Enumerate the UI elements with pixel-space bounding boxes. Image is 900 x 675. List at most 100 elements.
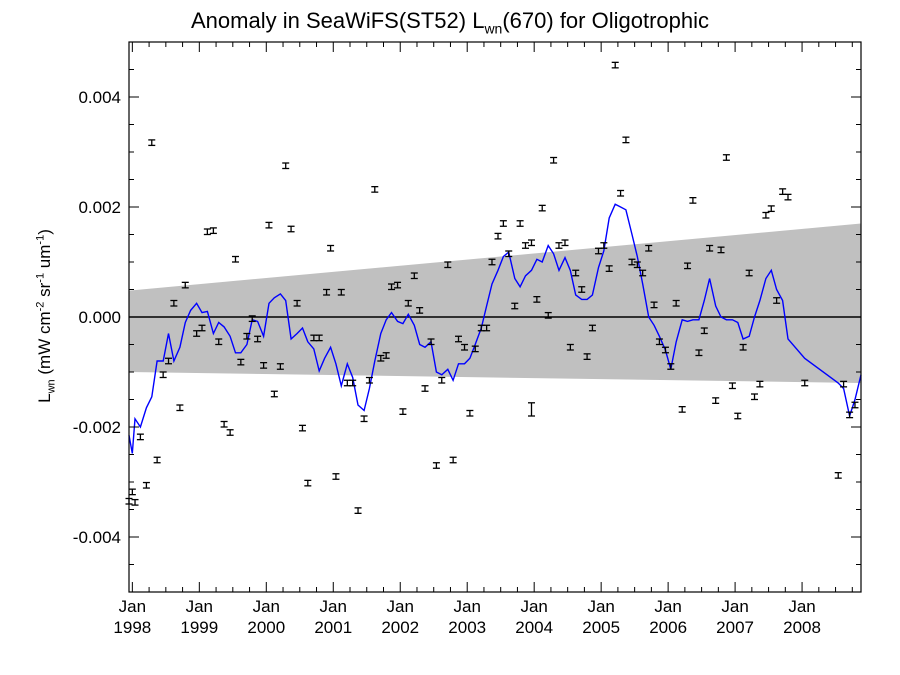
data-point [427,338,435,346]
x-tick-year: 2007 [716,618,754,637]
data-point [203,228,211,236]
data-point [684,262,692,270]
data-point [432,462,440,469]
data-point [421,385,429,392]
data-point [136,433,144,441]
data-point [181,281,189,289]
data-point [404,299,412,307]
data-point [561,239,569,247]
data-point [323,288,331,296]
data-point [488,258,496,266]
y-tick-label: 0.004 [78,88,121,107]
data-point [410,272,418,280]
x-tick-month: Jan [119,597,146,616]
data-point [337,288,345,296]
data-point [555,242,563,249]
data-point [153,456,161,464]
x-tick-month: Jan [320,597,347,616]
data-point [394,281,402,289]
data-point [538,204,546,212]
data-point [578,286,586,293]
data-point [527,239,535,247]
data-point [672,299,680,307]
x-tick-month: Jan [186,597,213,616]
data-point [198,324,206,332]
data-point [215,338,223,346]
x-tick-year: 2008 [783,618,821,637]
x-tick-year: 1998 [113,618,151,637]
data-point [521,242,529,249]
data-point [550,156,558,164]
data-point [343,379,351,387]
data-point [461,343,469,351]
data-point [633,261,641,269]
x-tick-year: 2003 [448,618,486,637]
data-point [499,220,507,227]
data-point [728,382,736,390]
data-point [209,227,217,235]
data-point [712,397,720,405]
x-tick-year: 1999 [180,618,218,637]
data-point [762,211,770,219]
data-point [304,479,312,487]
data-point [360,415,368,423]
data-point [265,221,273,229]
data-point [388,283,396,291]
x-tick-month: Jan [788,597,815,616]
data-point [572,269,580,277]
y-tick-label: -0.004 [73,528,121,547]
data-point [722,154,730,161]
data-point [511,302,519,310]
data-point [287,225,295,233]
data-point [645,244,653,252]
data-point [617,189,625,197]
data-point [661,346,669,354]
data-point [165,357,173,365]
x-tick-month: Jan [387,597,414,616]
data-point [834,471,842,479]
data-point [382,352,390,359]
data-point [611,61,619,69]
data-point [583,353,591,361]
data-point [622,136,630,144]
data-point [784,193,792,201]
data-point [131,498,139,506]
data-point [689,196,697,204]
x-tick-month: Jan [721,597,748,616]
data-point [293,299,301,307]
data-point [315,334,323,342]
data-point [276,363,284,370]
data-point [588,324,596,332]
data-point [176,404,184,412]
data-point [260,361,268,369]
data-point [128,488,136,496]
data-point [438,376,446,384]
data-point [505,250,513,258]
data-point [349,379,357,387]
uncertainty-band-area [129,223,861,383]
data-point [773,297,781,304]
data-point [846,411,854,419]
data-point [650,301,658,309]
x-tick-month: Jan [587,597,614,616]
data-point [142,481,150,489]
data-point [254,335,262,343]
x-tick-month: Jan [253,597,280,616]
data-point [327,244,335,252]
data-point [270,390,278,398]
data-point [237,358,245,366]
data-point [600,242,608,249]
data-point [605,265,613,273]
data-point [483,324,491,332]
data-point [655,338,663,346]
tick-labels: 0.004 0.002 0.000 -0.002 -0.004 Jan 1998 Jan 199… [73,88,821,637]
data-point [494,232,502,240]
data-point [734,412,742,420]
data-point [444,261,452,269]
data-point [399,408,407,416]
data-point [282,162,290,170]
data-point [416,306,424,314]
data-point [745,269,753,277]
data-point [544,311,552,319]
